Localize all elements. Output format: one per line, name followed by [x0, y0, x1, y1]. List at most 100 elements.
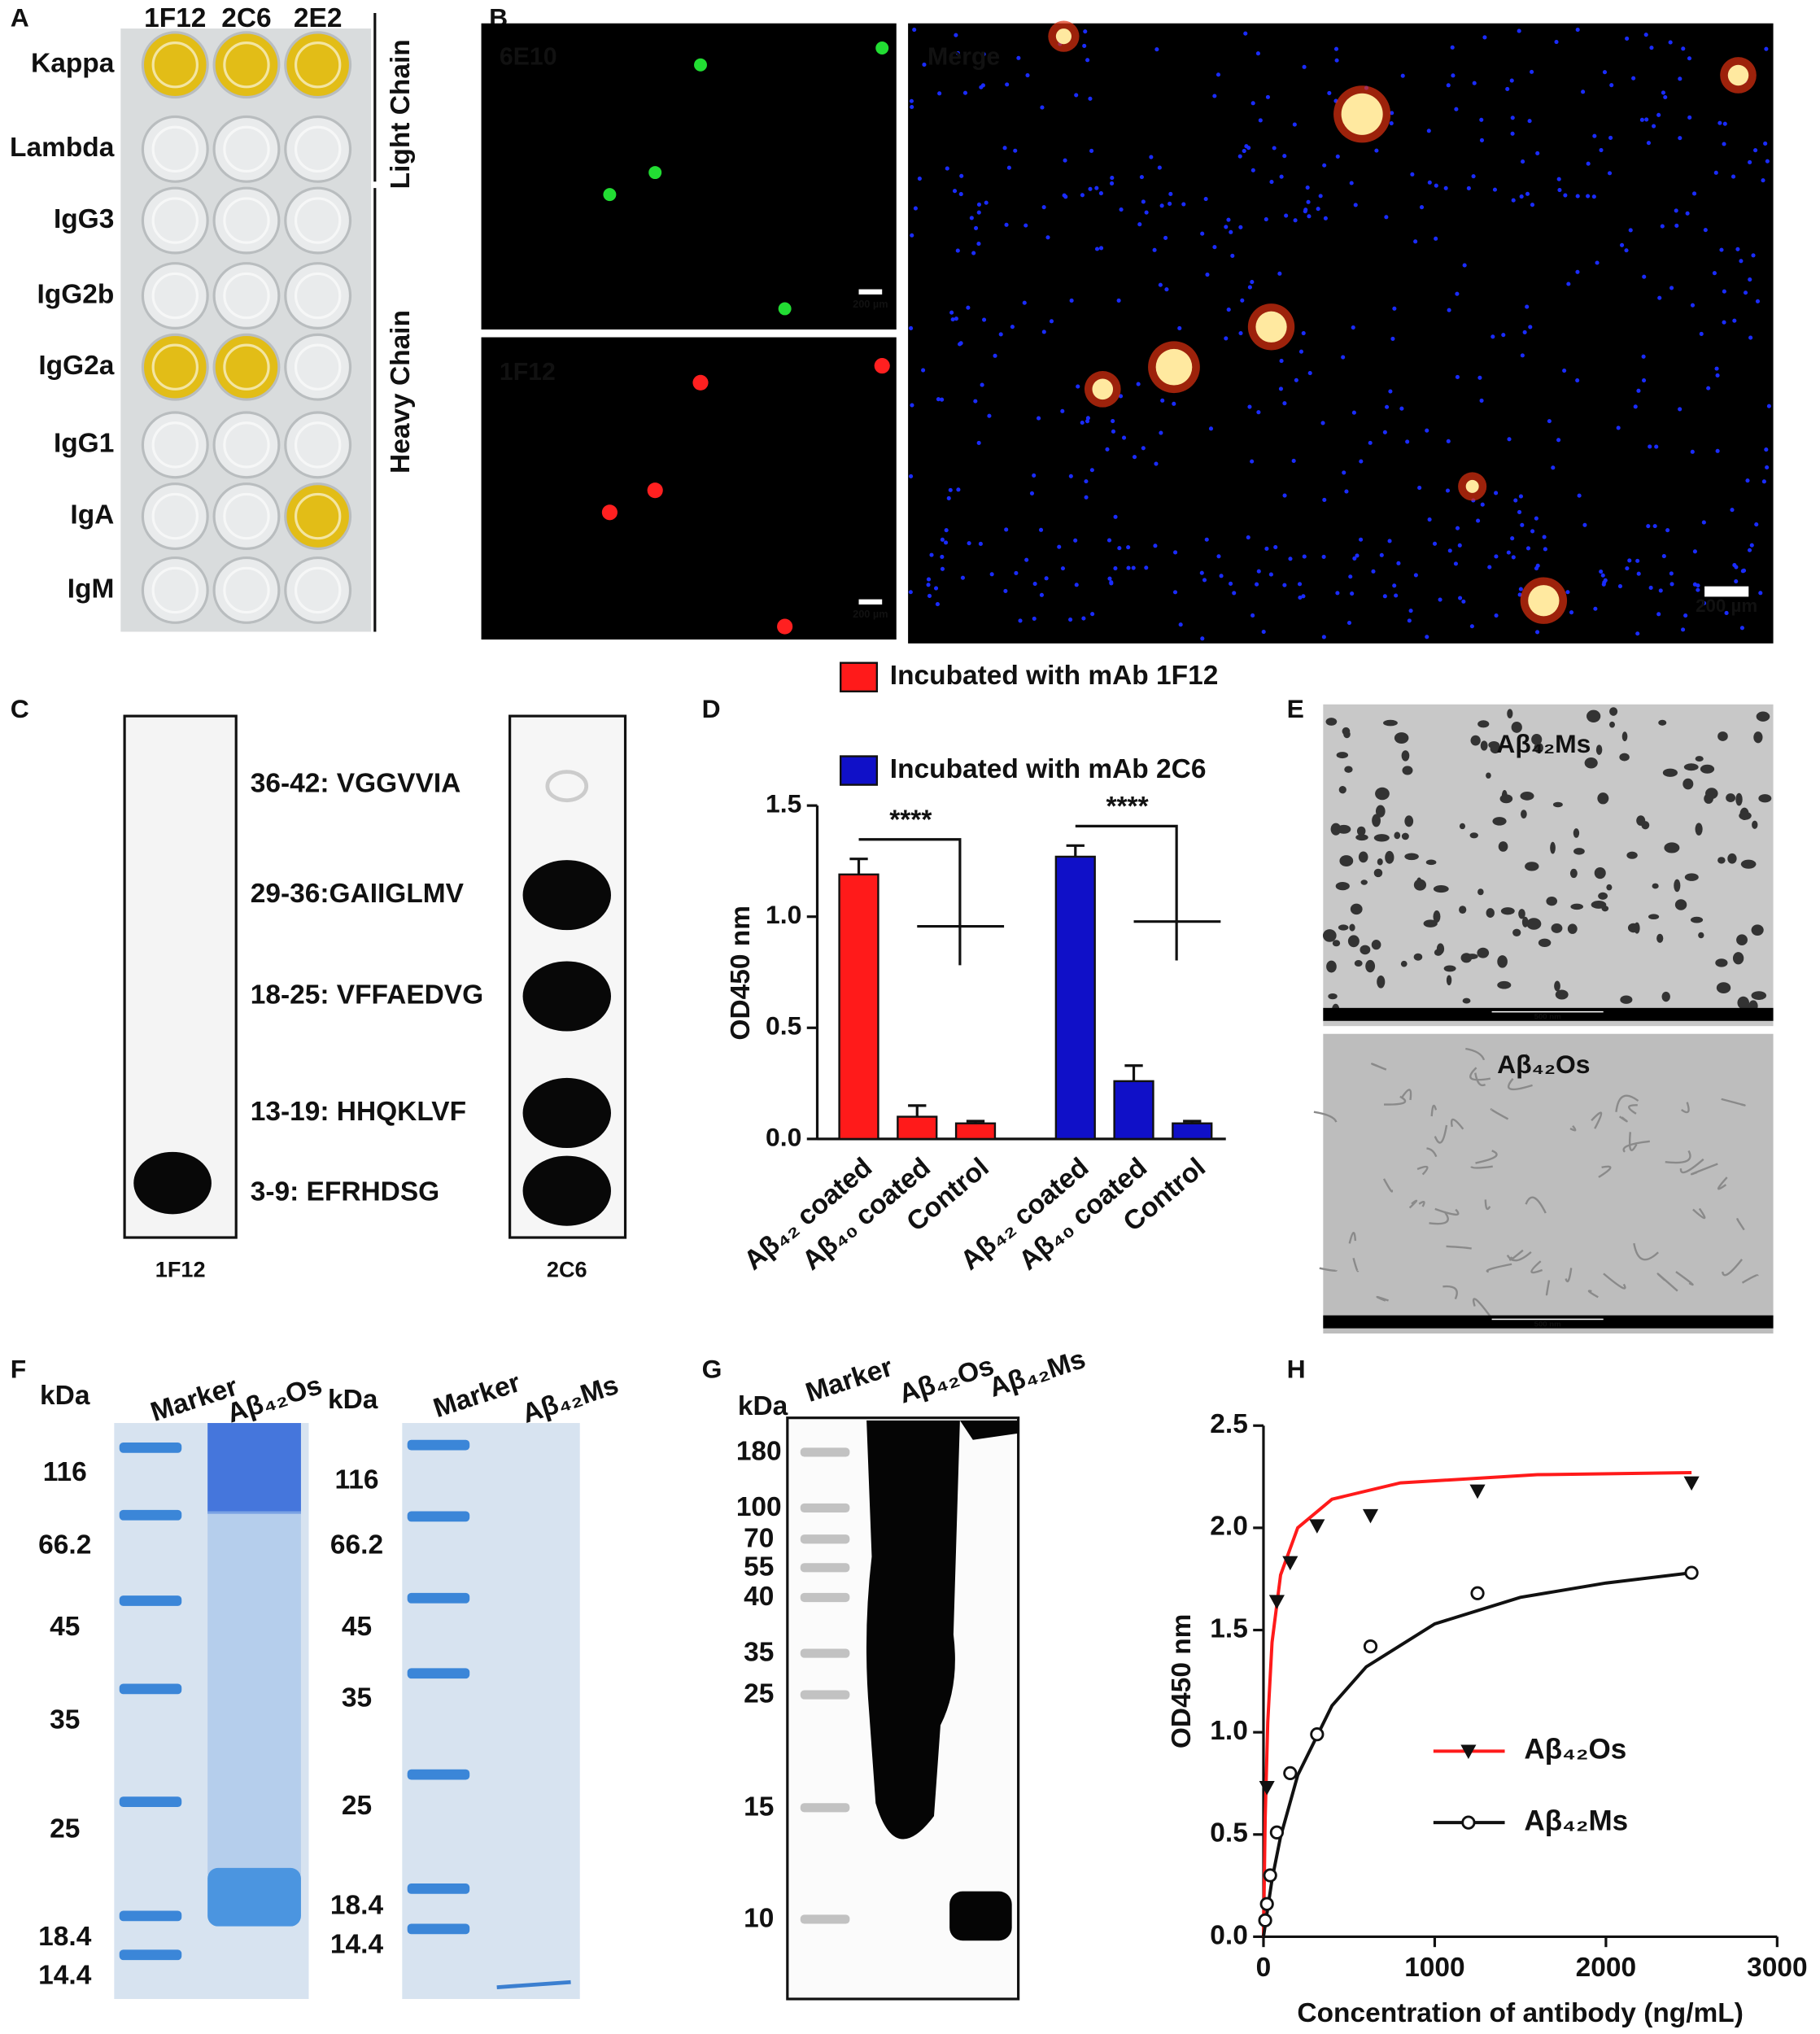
- nucleus: [908, 590, 913, 595]
- smear: [207, 1423, 301, 1514]
- nucleus: [1427, 180, 1432, 185]
- nucleus: [1247, 285, 1252, 290]
- particle: [1521, 810, 1527, 819]
- nucleus: [1242, 149, 1246, 154]
- particle: [1511, 722, 1522, 733]
- particle: [1322, 929, 1337, 942]
- nucleus: [1158, 282, 1163, 287]
- column-label: 2E2: [294, 3, 343, 33]
- fibril: [1446, 1245, 1472, 1250]
- plaque: [875, 41, 889, 55]
- nucleus: [1004, 222, 1009, 227]
- particle: [1661, 991, 1670, 1002]
- fibril: [1442, 1285, 1458, 1300]
- fibril: [1722, 1259, 1743, 1277]
- nucleus: [1335, 154, 1340, 159]
- particle: [1332, 940, 1341, 947]
- particle: [1594, 866, 1606, 880]
- marker: [1309, 1519, 1325, 1534]
- nucleus: [1219, 574, 1224, 578]
- particle: [1753, 731, 1763, 744]
- nucleus: [1164, 287, 1169, 292]
- nucleus: [1447, 308, 1451, 312]
- nucleus: [1168, 201, 1172, 206]
- nucleus: [1240, 298, 1245, 303]
- particle: [1350, 903, 1363, 915]
- nucleus: [1660, 224, 1665, 229]
- particle: [1434, 949, 1442, 956]
- nucleus: [1476, 518, 1481, 523]
- nucleus: [1426, 129, 1431, 133]
- nucleus: [1554, 40, 1559, 45]
- scale-bar: [858, 289, 883, 295]
- nucleus: [1556, 177, 1561, 181]
- nucleus: [1455, 526, 1460, 530]
- nucleus: [1551, 465, 1556, 470]
- fibril: [1741, 1274, 1759, 1284]
- image: [481, 337, 897, 640]
- nucleus: [1674, 223, 1679, 228]
- group-label: Heavy Chain: [386, 310, 416, 474]
- nucleus: [1445, 488, 1451, 493]
- nucleus: [1246, 535, 1250, 540]
- dot: [522, 1155, 611, 1226]
- nucleus: [1722, 142, 1726, 146]
- well-inner: [151, 566, 199, 614]
- particle: [1695, 823, 1703, 836]
- nucleus: [1480, 502, 1485, 507]
- fibril: [1508, 1249, 1524, 1261]
- nucleus: [1216, 554, 1221, 559]
- nucleus: [1238, 330, 1243, 336]
- particle: [1674, 879, 1681, 893]
- nucleus: [909, 98, 914, 103]
- fibril: [1721, 1098, 1746, 1106]
- nucleus: [1246, 146, 1251, 151]
- nucleus: [1665, 528, 1670, 533]
- well-inner: [294, 421, 342, 469]
- nucleus: [966, 305, 971, 310]
- particle: [1365, 959, 1376, 973]
- dot: [522, 961, 611, 1032]
- nucleus: [1350, 591, 1355, 596]
- nucleus: [989, 572, 994, 577]
- plaque: [778, 302, 792, 316]
- nucleus: [1255, 582, 1259, 587]
- nucleus: [1648, 444, 1652, 449]
- nucleus: [1379, 552, 1384, 557]
- nucleus: [1045, 235, 1050, 240]
- bar: [1172, 1122, 1213, 1141]
- nucleus: [1701, 520, 1706, 525]
- marker: [1283, 1766, 1298, 1781]
- nucleus: [1577, 493, 1582, 498]
- gel: [402, 1423, 580, 1999]
- nucleus: [1088, 96, 1093, 101]
- nucleus: [1534, 516, 1538, 521]
- particle: [1400, 960, 1408, 967]
- nucleus: [1658, 588, 1663, 593]
- nucleus: [1764, 447, 1769, 452]
- particle: [1385, 850, 1394, 864]
- nucleus: [993, 353, 997, 358]
- nucleus: [1268, 572, 1273, 577]
- nucleus: [1462, 263, 1467, 268]
- nucleus: [1543, 547, 1547, 552]
- nucleus: [1591, 194, 1596, 199]
- nucleus: [1278, 386, 1283, 391]
- nucleus: [1334, 58, 1339, 63]
- nucleus: [909, 474, 914, 478]
- particle: [1443, 965, 1456, 972]
- particle: [1756, 711, 1770, 722]
- panel-letter: H: [1287, 1355, 1306, 1384]
- ladder-band: [800, 1803, 850, 1813]
- nucleus: [1273, 545, 1278, 550]
- nucleus: [1715, 448, 1720, 453]
- fibril: [1474, 1072, 1486, 1087]
- nucleus: [1111, 429, 1116, 434]
- nucleus: [1586, 161, 1591, 166]
- nucleus: [1303, 209, 1307, 214]
- nucleus: [1417, 485, 1422, 491]
- nucleus: [1348, 574, 1353, 579]
- particle: [1698, 932, 1704, 939]
- nucleus: [1094, 186, 1099, 190]
- nucleus: [1479, 137, 1485, 142]
